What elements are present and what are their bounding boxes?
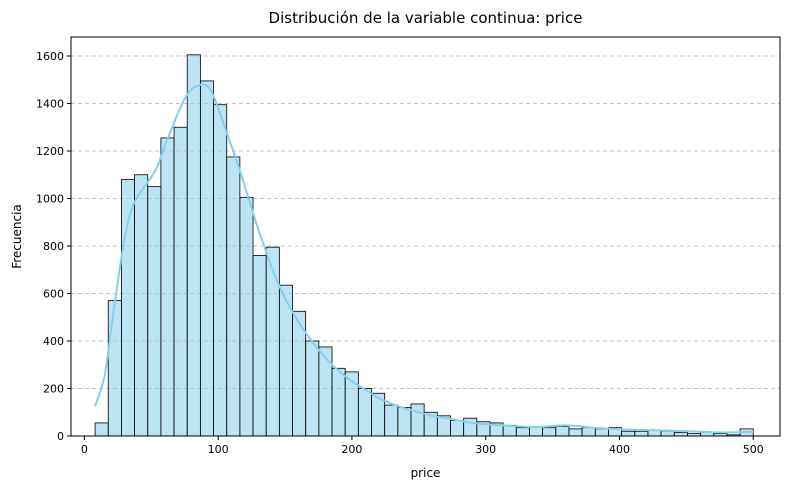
histogram-bar xyxy=(239,196,254,437)
chart-title: Distribución de la variable continua: pr… xyxy=(269,9,583,27)
histogram-bar xyxy=(542,427,557,437)
histogram-bar xyxy=(568,428,583,437)
kde-curve-group xyxy=(94,83,754,434)
histogram-bar xyxy=(252,255,267,437)
histogram-bar xyxy=(331,367,346,437)
histogram-bar xyxy=(107,300,122,437)
histogram-bar xyxy=(265,246,280,437)
plot-frame xyxy=(70,36,781,437)
x-axis-ticks: 0 100 200 300 400 500 xyxy=(81,436,764,456)
histogram-bar xyxy=(621,430,636,437)
histogram-bar xyxy=(660,430,675,437)
x-tick-label: 400 xyxy=(609,443,630,456)
y-tick-label: 200 xyxy=(43,383,64,396)
histogram-bar xyxy=(213,104,228,437)
histogram-bar xyxy=(94,422,109,437)
y-tick-label: 0 xyxy=(57,430,64,443)
x-tick-label: 100 xyxy=(208,443,229,456)
y-tick-label: 600 xyxy=(43,288,64,301)
histogram-bar xyxy=(410,403,425,437)
histogram-bar xyxy=(134,174,149,437)
y-tick-label: 400 xyxy=(43,335,64,348)
histogram-bar xyxy=(199,80,214,437)
y-tick-label: 1400 xyxy=(36,98,64,111)
histogram-bars xyxy=(94,54,754,437)
histogram-bar xyxy=(357,388,372,437)
histogram-bar xyxy=(121,179,135,437)
histogram-bar xyxy=(673,432,688,437)
histogram-bar xyxy=(594,428,609,437)
histogram-bar xyxy=(581,427,596,437)
x-tick-label: 0 xyxy=(81,443,88,456)
y-axis-ticks: 0 200 400 600 800 1000 1200 1400 1600 xyxy=(36,50,71,443)
histogram-bar xyxy=(515,427,530,437)
y-tick-label: 1200 xyxy=(36,145,64,158)
y-tick-label: 1000 xyxy=(36,193,64,206)
x-axis-label: price xyxy=(411,466,441,480)
x-tick-label: 500 xyxy=(743,443,764,456)
y-tick-label: 1600 xyxy=(36,50,64,63)
histogram-bar xyxy=(397,407,412,437)
histogram-bar xyxy=(173,126,188,437)
histogram-bar xyxy=(634,430,649,437)
histogram-bar xyxy=(226,156,241,437)
x-tick-label: 200 xyxy=(341,443,362,456)
y-tick-label: 800 xyxy=(43,240,64,253)
kde-line xyxy=(94,83,754,434)
histogram-bar xyxy=(384,404,399,437)
histogram-bar xyxy=(186,54,201,437)
histogram-bar xyxy=(147,186,162,437)
y-axis-label: Frecuencia xyxy=(10,204,24,269)
histogram-bar xyxy=(305,340,320,437)
histogram-bar xyxy=(318,346,333,437)
histogram-bar xyxy=(160,137,175,437)
histogram-bar xyxy=(450,420,465,437)
histogram-bar xyxy=(555,426,570,437)
x-tick-label: 300 xyxy=(475,443,496,456)
